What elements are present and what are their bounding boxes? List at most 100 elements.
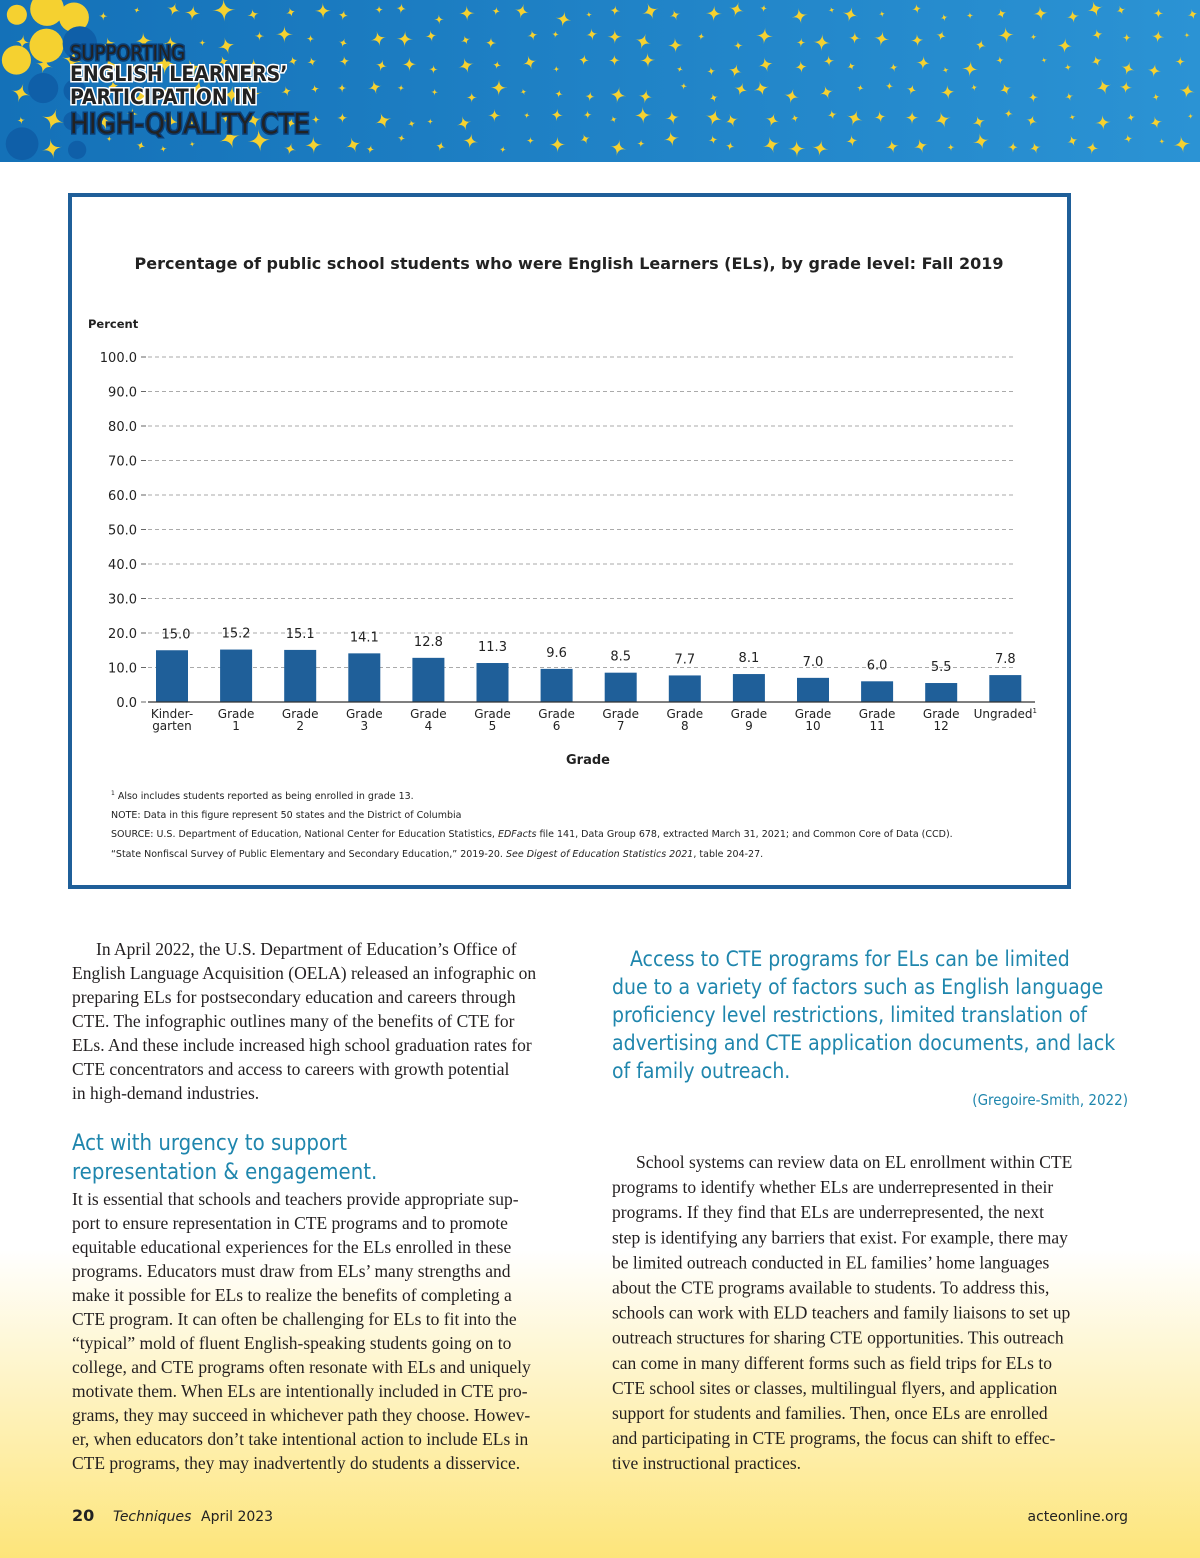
dot xyxy=(639,52,656,68)
label-line: Grade xyxy=(538,707,575,721)
label-line: Kinder- xyxy=(151,707,193,721)
value-label: 9.6 xyxy=(546,646,567,661)
source: SOURCE: U.S. Department of Education, Na… xyxy=(111,829,953,840)
text-line: Act with urgency to support xyxy=(72,1131,347,1156)
dot xyxy=(1121,61,1135,76)
dot xyxy=(407,119,416,128)
value-label: 15.2 xyxy=(222,627,251,642)
source-part: “State Nonfiscal Survey of Public Elemen… xyxy=(111,849,506,860)
y-axis-label: Percent xyxy=(88,317,139,331)
dot xyxy=(634,106,652,125)
dot xyxy=(156,86,173,103)
footnote-text: Also includes students reported as being… xyxy=(118,791,414,802)
dot xyxy=(1,45,31,75)
dot xyxy=(1187,113,1194,120)
dot xyxy=(665,110,680,125)
dot xyxy=(819,85,834,100)
dot xyxy=(166,2,181,17)
dot xyxy=(35,56,54,74)
dot xyxy=(314,2,332,20)
dot xyxy=(970,83,978,92)
label-line: Grade xyxy=(859,707,896,721)
label-line: 9 xyxy=(745,719,753,733)
y-tick-label: 20.0 xyxy=(108,627,137,642)
label-line: Grade xyxy=(602,707,639,721)
dot xyxy=(962,60,979,78)
dot xyxy=(219,127,241,149)
dot xyxy=(791,7,808,24)
dot xyxy=(1151,30,1165,44)
text-line: motivate them. When ELs are intentionall… xyxy=(72,1381,528,1401)
dot xyxy=(41,138,62,159)
dot xyxy=(794,60,808,74)
dot xyxy=(827,109,838,120)
dot xyxy=(63,79,87,102)
dot xyxy=(160,111,180,131)
bar xyxy=(220,649,253,702)
dot xyxy=(811,139,829,157)
dot xyxy=(758,57,774,73)
dot xyxy=(374,5,384,14)
dot xyxy=(11,83,31,103)
text-line: equitable educational experiences for th… xyxy=(72,1237,511,1257)
dot xyxy=(552,65,560,73)
x-axis-label: Grade xyxy=(566,753,610,768)
dot xyxy=(609,139,627,157)
y-tick-label: 80.0 xyxy=(108,420,137,435)
y-tick-label: 50.0 xyxy=(108,524,137,539)
value-label: 7.8 xyxy=(995,652,1016,667)
text-line: and participating in CTE programs, the f… xyxy=(612,1428,1056,1448)
dot xyxy=(499,145,507,153)
dot xyxy=(375,59,388,72)
dot xyxy=(246,112,262,128)
header-line: SUPPORTING xyxy=(70,41,185,65)
dot xyxy=(375,112,392,129)
dot xyxy=(425,30,438,42)
dot xyxy=(490,79,508,97)
dot xyxy=(846,134,858,147)
dot xyxy=(183,59,201,78)
dot xyxy=(708,135,718,145)
text-line: proficiency level restrictions, limited … xyxy=(612,1003,1088,1027)
dot xyxy=(1087,0,1103,17)
text-line: programs. If they find that ELs are unde… xyxy=(612,1202,1044,1222)
chart-frame xyxy=(68,193,1071,889)
dot xyxy=(458,5,475,22)
dot xyxy=(485,37,497,49)
dot xyxy=(729,2,745,17)
dot xyxy=(663,130,680,147)
dot xyxy=(338,38,348,48)
text-line: make it possible for ELs to realize the … xyxy=(72,1285,512,1305)
dot xyxy=(1040,57,1048,64)
label-line: Grade xyxy=(795,707,832,721)
text-line: CTE. The infographic outlines many of th… xyxy=(72,1011,515,1031)
text-line: can come in many different forms such as… xyxy=(612,1353,1052,1373)
text-line: college, and CTE programs often resonate… xyxy=(72,1357,531,1377)
text-line: of family outreach. xyxy=(612,1059,790,1083)
bar xyxy=(476,663,509,702)
x-tick-label: Ungraded1 xyxy=(974,707,1037,721)
value-label: 11.3 xyxy=(478,640,507,655)
chart-title: Percentage of public school students who… xyxy=(135,254,1004,273)
dot xyxy=(189,141,196,148)
source-part: SOURCE: U.S. Department of Education, Na… xyxy=(111,829,498,840)
label-line: garten xyxy=(152,719,192,733)
dot xyxy=(796,37,806,48)
label-line: Grade xyxy=(218,707,255,721)
dot xyxy=(906,84,918,96)
dot xyxy=(1066,9,1080,24)
dot xyxy=(5,127,39,161)
page-number: 20 xyxy=(72,1506,94,1525)
dot xyxy=(635,33,652,50)
dot xyxy=(823,55,835,67)
footnote-mark: 1 xyxy=(1033,707,1037,715)
y-tick-label: 10.0 xyxy=(108,662,137,677)
header-pattern xyxy=(1,0,1199,161)
bar xyxy=(540,668,573,702)
dot xyxy=(1187,9,1199,20)
dot xyxy=(609,115,618,124)
dot xyxy=(217,37,236,55)
dot xyxy=(221,114,231,124)
dot xyxy=(397,134,406,143)
dot xyxy=(940,13,948,22)
